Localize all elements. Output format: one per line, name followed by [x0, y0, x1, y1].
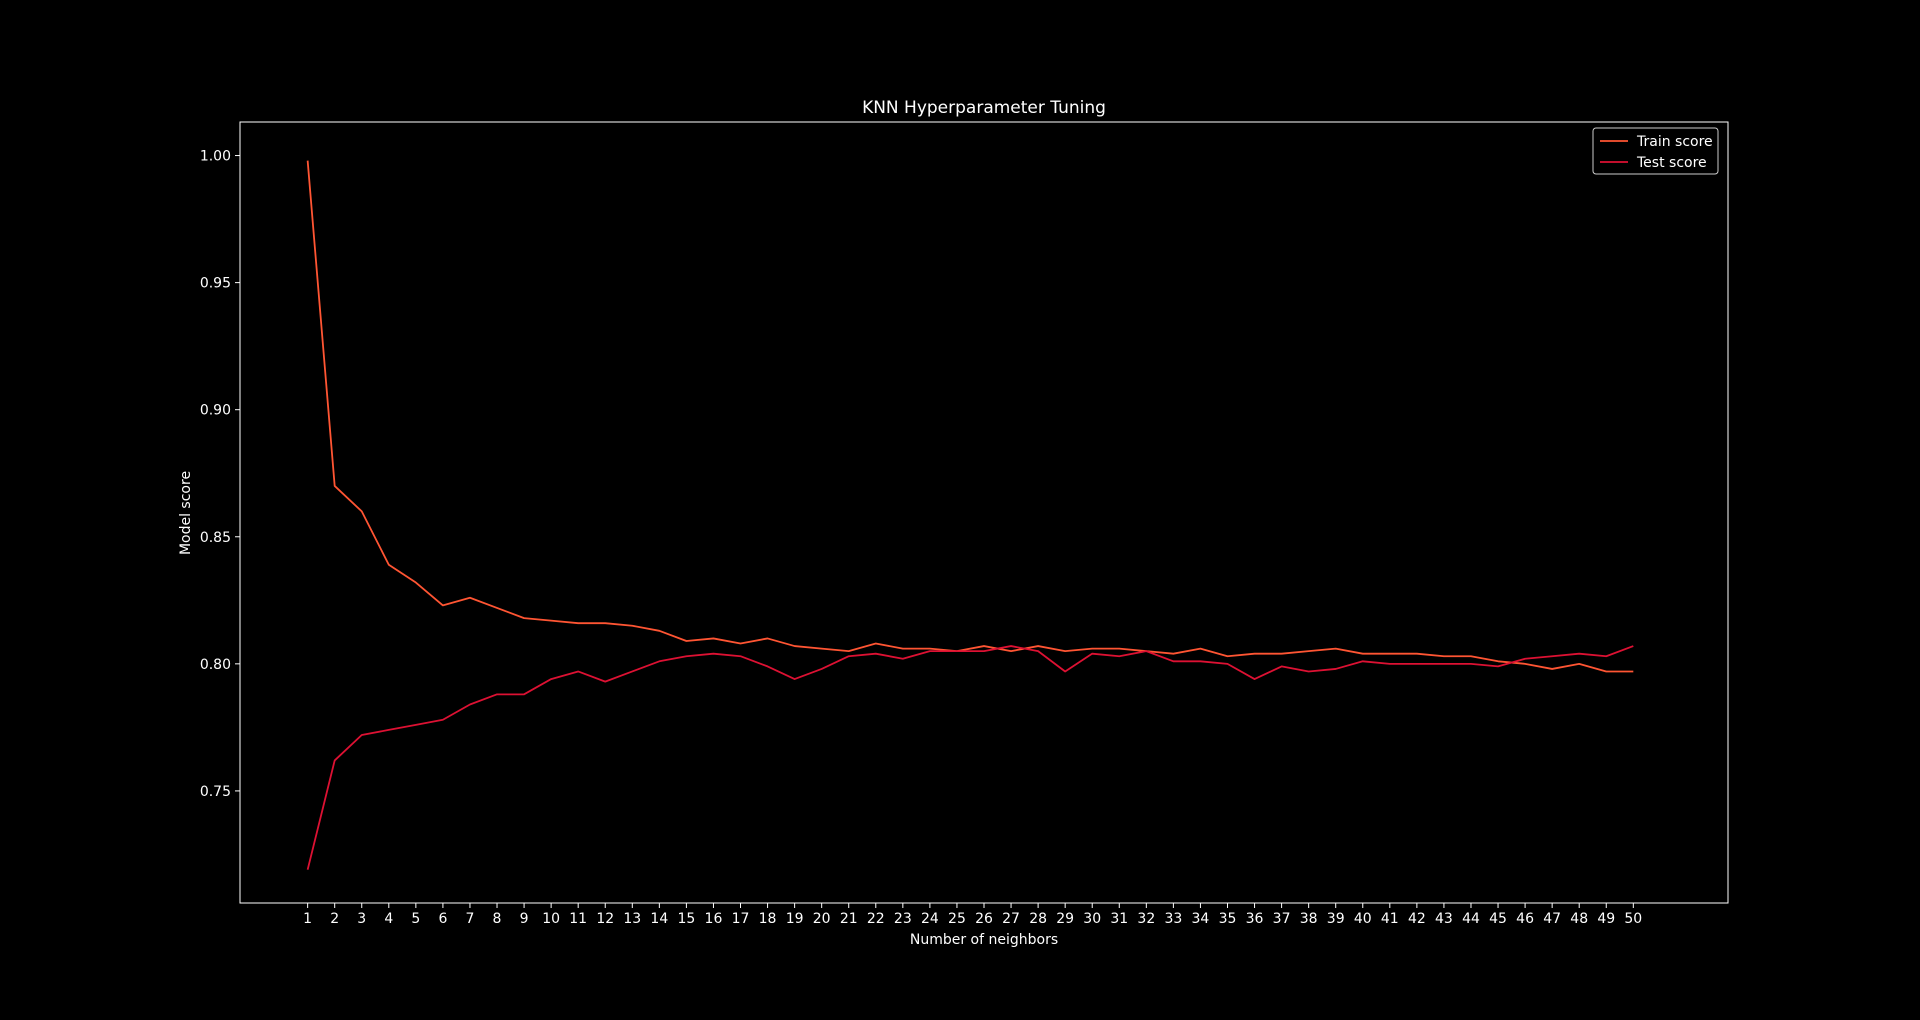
legend-label-test-score: Test score — [1636, 155, 1707, 171]
x-tick-label: 47 — [1543, 911, 1561, 927]
y-tick-label: 1.00 — [200, 149, 231, 165]
x-tick-label: 3 — [357, 911, 366, 927]
y-tick-label: 0.80 — [200, 657, 231, 673]
y-tick-label: 0.90 — [200, 403, 231, 419]
x-tick-label: 36 — [1246, 911, 1264, 927]
x-tick-label: 6 — [438, 911, 447, 927]
x-tick-label: 17 — [732, 911, 750, 927]
x-tick-label: 29 — [1056, 911, 1074, 927]
x-tick-label: 45 — [1489, 911, 1507, 927]
y-tick-label: 0.85 — [200, 530, 231, 546]
x-tick-label: 7 — [466, 911, 475, 927]
x-tick-label: 12 — [596, 911, 614, 927]
x-tick-label: 38 — [1300, 911, 1318, 927]
x-tick-label: 37 — [1273, 911, 1291, 927]
x-tick-label: 42 — [1408, 911, 1426, 927]
x-tick-label: 39 — [1327, 911, 1345, 927]
x-tick-label: 1 — [303, 911, 312, 927]
x-axis-label: Number of neighbors — [910, 932, 1058, 948]
legend: Train score Test score — [1592, 127, 1719, 175]
series-line-test-score — [306, 645, 1634, 870]
x-tick-label: 2 — [330, 911, 339, 927]
x-tick-label: 35 — [1219, 911, 1237, 927]
x-tick-label: 34 — [1192, 911, 1210, 927]
x-tick-label: 40 — [1354, 911, 1372, 927]
x-tick-label: 21 — [840, 911, 858, 927]
x-tick-label: 23 — [894, 911, 912, 927]
plot-area: 1 2 3 4 5 6 7 8 9 10 11 12 13 14 15 16 17 18 19 20 21 22 23 24 2… — [200, 121, 1729, 927]
x-tick-label: 19 — [786, 911, 804, 927]
x-tick-label: 43 — [1435, 911, 1453, 927]
y-tick-label: 0.75 — [200, 784, 231, 800]
x-tick-label: 20 — [813, 911, 831, 927]
x-tick-label: 13 — [623, 911, 641, 927]
x-tick-label: 33 — [1164, 911, 1182, 927]
x-tick-label: 9 — [520, 911, 529, 927]
x-tick-label: 15 — [677, 911, 695, 927]
x-tick-label: 16 — [705, 911, 723, 927]
x-tick-label: 44 — [1462, 911, 1480, 927]
legend-label-train-score: Train score — [1636, 134, 1713, 150]
x-tick-label: 26 — [975, 911, 993, 927]
x-tick-label: 18 — [759, 911, 777, 927]
y-axis-label: Model score — [178, 471, 194, 555]
x-tick-label: 30 — [1083, 911, 1101, 927]
y-tick-label: 0.95 — [200, 276, 231, 292]
x-tick-label: 8 — [493, 911, 502, 927]
x-tick-label: 28 — [1029, 911, 1047, 927]
x-tick-label: 32 — [1137, 911, 1155, 927]
x-tick-label: 10 — [542, 911, 560, 927]
x-tick-label: 22 — [867, 911, 885, 927]
x-tick-label: 48 — [1570, 911, 1588, 927]
axes-frame — [239, 121, 1729, 904]
x-tick-label: 14 — [650, 911, 668, 927]
x-tick-label: 5 — [411, 911, 420, 927]
x-tick-label: 41 — [1381, 911, 1399, 927]
x-tick-label: 50 — [1624, 911, 1642, 927]
chart-title: KNN Hyperparameter Tuning — [862, 98, 1106, 118]
x-tick-label: 4 — [384, 911, 393, 927]
x-tick-label: 31 — [1110, 911, 1128, 927]
x-tick-label: 11 — [569, 911, 587, 927]
series-line-train-score — [306, 160, 1634, 673]
x-tick-label: 27 — [1002, 911, 1020, 927]
x-tick-label: 46 — [1516, 911, 1534, 927]
x-tick-label: 25 — [948, 911, 966, 927]
x-tick-label: 49 — [1597, 911, 1615, 927]
x-tick-label: 24 — [921, 911, 939, 927]
